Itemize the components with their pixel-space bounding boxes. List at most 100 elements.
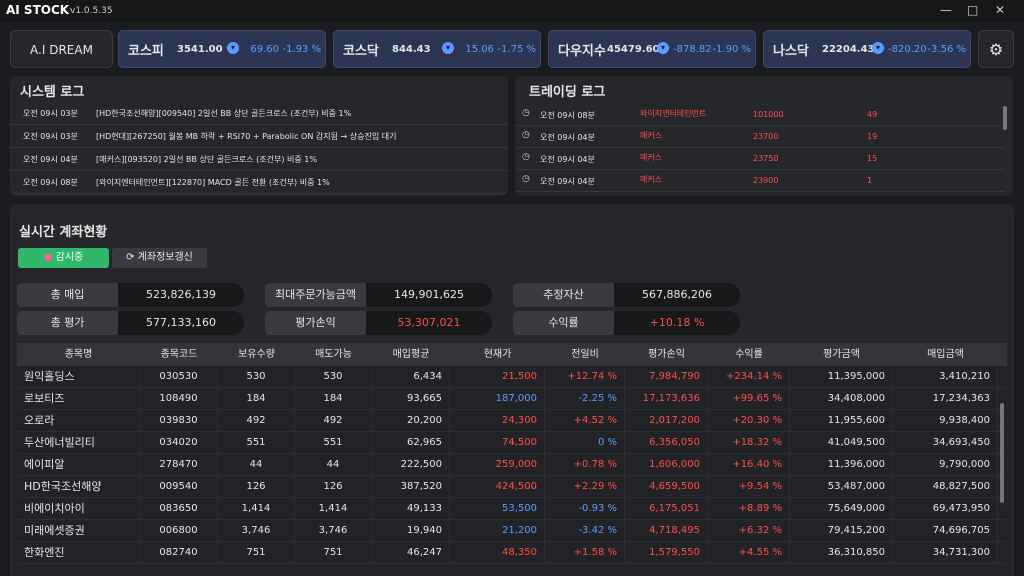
table-cell: 187,000	[450, 388, 545, 410]
log-time: 오전 09시 04분	[23, 155, 78, 164]
index-card: 코스닥 844.43 ▾ 15.06 -1.75 %	[333, 30, 541, 68]
clock-icon: ◷	[522, 174, 530, 184]
panel-title: 실시간 계좌현황	[19, 225, 108, 240]
index-pct: -1.90 %	[712, 44, 751, 55]
clock-icon: ◷	[522, 108, 530, 118]
log-row: 오전 09시 08분 [와이지엔터테인먼트][122870] MACD 골든 전환…	[10, 171, 508, 194]
table-cell: 009540	[140, 476, 218, 498]
table-cell: 7,984,790	[625, 366, 708, 388]
column-header: 보유수량	[238, 349, 275, 360]
table-cell: +20.30 %	[708, 410, 790, 432]
table-cell: 34,408,000	[790, 388, 893, 410]
table-row: 미래에셋증권 006800 3,746 3,746 19,940 21,200 -3.42 …	[17, 520, 1007, 542]
table-cell: 184	[218, 388, 295, 410]
trade-row: ◷ 오전 09시 04분 매커스 23900 1	[515, 170, 1005, 192]
table-cell: 006800	[140, 520, 218, 542]
summary-value: 523,826,139	[118, 283, 244, 307]
table-row: 로보티즈 108490 184 184 93,665 187,000 -2.25 % 17,1…	[17, 388, 1007, 410]
trade-row: ◷ 오전 09시 08분 와이지엔터테인먼트 101000 49	[515, 104, 1005, 126]
table-cell: +4.55 %	[708, 542, 790, 564]
table-cell: 미래에셋증권	[17, 520, 140, 542]
index-card: 다우지수 45479.60 ▾ -878.82 -1.90 %	[548, 30, 756, 68]
trade-qty: 19	[867, 132, 878, 141]
summary-label: 수익률	[513, 311, 614, 335]
table-cell: 한화엔진	[17, 542, 140, 564]
log-row: 오전 09시 04분 [매커스][093520] 2일선 BB 상단 골든크로스 …	[10, 148, 508, 171]
log-message: [HD한국조선해양][009540] 2일선 BB 상단 골든크로스 (조건부)…	[96, 109, 352, 118]
trade-price: 23900	[753, 176, 779, 185]
table-cell: 로보티즈	[17, 388, 140, 410]
table-cell: 원익홀딩스	[17, 366, 140, 388]
table-cell: +1.58 %	[545, 542, 625, 564]
log-time: 오전 09시 03분	[23, 132, 78, 141]
table-cell: 34,731,300	[893, 542, 998, 564]
table-cell: 20,200	[372, 410, 450, 432]
table-cell: 424,500	[450, 476, 545, 498]
minimize-button[interactable]: —	[940, 3, 952, 17]
table-cell: 6,434	[372, 366, 450, 388]
summary-label: 추정자산	[513, 283, 614, 307]
index-change: 69.60	[250, 44, 279, 55]
table-cell: 551	[295, 432, 372, 454]
index-name: 코스피	[128, 44, 164, 59]
table-cell: 1,579,550	[625, 542, 708, 564]
table-cell: +8.89 %	[708, 498, 790, 520]
table-cell: 79,415,200	[790, 520, 893, 542]
table-cell: 48,350	[450, 542, 545, 564]
summary-label: 평가손익	[265, 311, 366, 335]
table-cell: 108490	[140, 388, 218, 410]
table-cell: 6,356,050	[625, 432, 708, 454]
refresh-button[interactable]: ⟳ 계좌정보갱신	[112, 248, 207, 268]
summary-label: 최대주문가능금액	[265, 283, 366, 307]
summary-value: +10.18 %	[614, 311, 740, 335]
maximize-button[interactable]: □	[967, 3, 979, 17]
index-change: -820.20	[888, 44, 927, 55]
column-header: 평가금액	[823, 349, 860, 360]
profile-box[interactable]: A.I DREAM	[10, 30, 113, 68]
clock-icon: ◷	[522, 130, 530, 140]
version: v1.0.5.35	[70, 6, 113, 16]
table-cell: 62,965	[372, 432, 450, 454]
logo: AI STOCK	[6, 3, 70, 17]
summary-value: 567,886,206	[614, 283, 740, 307]
close-button[interactable]: ✕	[995, 3, 1006, 17]
table-cell: 551	[218, 432, 295, 454]
table-cell: -3.42 %	[545, 520, 625, 542]
trade-qty: 1	[867, 176, 873, 185]
table-cell: 에이피알	[17, 454, 140, 476]
log-message: [HD현대][267250] 월봉 MB 하락 + RSI70 + Parabo…	[96, 132, 397, 141]
table-cell: 6,175,051	[625, 498, 708, 520]
table-cell: 1,414	[295, 498, 372, 520]
index-arrow: ▾	[872, 42, 884, 54]
table-cell: 1,414	[218, 498, 295, 520]
monitor-button[interactable]: ● 감시중	[18, 248, 109, 268]
scrollbar[interactable]	[1000, 403, 1004, 503]
table-row: 에이피알 278470 44 44 222,500 259,000 +0.78 % 1,606…	[17, 454, 1007, 476]
table-cell: 751	[295, 542, 372, 564]
settings-button[interactable]: ⚙	[978, 30, 1014, 68]
table-cell: 오로라	[17, 410, 140, 432]
index-value: 22204.43	[822, 44, 875, 55]
table-cell: +0.78 %	[545, 454, 625, 476]
log-time: 오전 09시 03분	[23, 109, 78, 118]
index-value: 3541.00	[177, 44, 223, 55]
button-label: 계좌정보갱신	[137, 252, 193, 263]
table-cell: 11,955,600	[790, 410, 893, 432]
scrollbar[interactable]	[1003, 106, 1007, 130]
index-arrow: ▾	[657, 42, 669, 54]
table-cell: +4.52 %	[545, 410, 625, 432]
column-header: 전일비	[571, 349, 599, 360]
column-header: 매입평균	[392, 349, 430, 360]
column-header: 종목코드	[160, 349, 198, 360]
column-header: 매도가능	[315, 349, 352, 360]
table-cell: 46,247	[372, 542, 450, 564]
index-card: 나스닥 22204.43 ▾ -820.20 -3.56 %	[763, 30, 971, 68]
table-cell: 53,487,000	[790, 476, 893, 498]
table-cell: 두산에너빌리티	[17, 432, 140, 454]
table-cell: HD한국조선해양	[17, 476, 140, 498]
table-cell: 44	[295, 454, 372, 476]
table-cell: -0.93 %	[545, 498, 625, 520]
trade-name: 매커스	[640, 153, 663, 162]
trade-price: 101000	[753, 110, 784, 119]
